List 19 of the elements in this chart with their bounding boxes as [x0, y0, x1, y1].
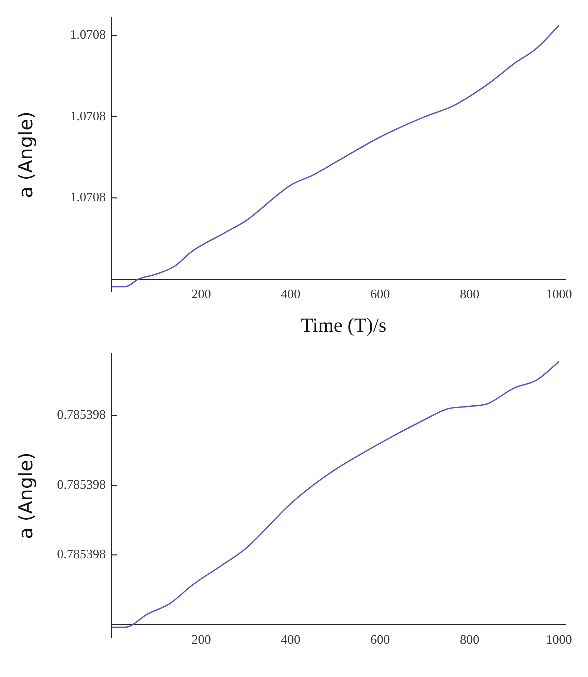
- text: 0.785398: [57, 546, 106, 562]
- x-tick-label: 400: [281, 632, 301, 648]
- text: 1.0708: [70, 27, 106, 42]
- y-axis-title: a (Angle): [15, 112, 38, 198]
- x-axis-title: Time (T)/s: [300, 314, 388, 339]
- x-tick-label: 600: [370, 286, 390, 302]
- x-tick-label: 800: [460, 632, 480, 648]
- text: 1.0708: [70, 190, 106, 205]
- text: 1.0708: [70, 108, 106, 124]
- y-axis-title: a (Angle): [15, 452, 38, 540]
- x-tick-label: 1000: [546, 632, 572, 648]
- text: 0.785398: [57, 407, 106, 422]
- x-tick-label: 1000: [546, 286, 572, 302]
- x-tick-label: 200: [192, 632, 212, 648]
- x-tick-label: 200: [192, 286, 212, 302]
- x-tick-label: 800: [460, 286, 480, 302]
- x-tick-label: 600: [370, 632, 390, 648]
- x-tick-label: 400: [281, 286, 301, 302]
- text: 0.785398: [57, 476, 106, 492]
